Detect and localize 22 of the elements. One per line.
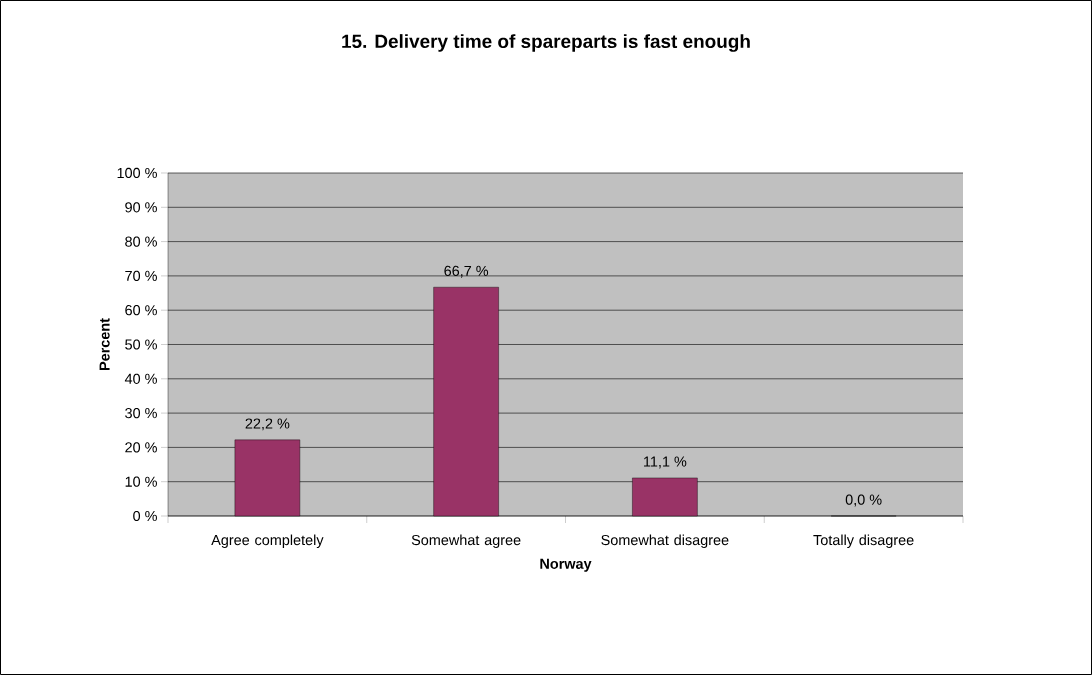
x-tick-label: Totally disagree [813, 534, 914, 548]
chart-title: 15. Delivery time of spareparts is fast enough [342, 34, 750, 52]
x-axis-title: Norway [540, 558, 592, 572]
data-label: 11,1 % [644, 456, 687, 469]
y-tick-label: 40 % [124, 373, 157, 384]
data-label: 0,0 % [845, 494, 882, 507]
y-tick-label: 60 % [125, 305, 157, 316]
data-label: 66,7 % [444, 265, 489, 278]
y-tick-label: 70 % [125, 270, 157, 282]
x-tick-label: Agree completely [211, 534, 324, 548]
y-tick-label: 0 % [133, 510, 157, 522]
y-axis-title: Percent [99, 318, 110, 371]
y-tick-label: 20 % [125, 442, 157, 453]
y-tick-label: 30 % [125, 407, 157, 419]
y-tick-label: 50 % [125, 339, 157, 350]
y-tick-label: 90 % [125, 202, 157, 213]
x-tick-label: Somewhat agree [411, 534, 521, 548]
data-label: 22,2 % [245, 418, 290, 431]
y-tick-label: 10 % [125, 476, 157, 487]
y-tick-label: 100 % [117, 167, 157, 179]
y-tick-label: 80 % [125, 236, 157, 247]
x-tick-label: Somewhat disagree [601, 534, 729, 548]
